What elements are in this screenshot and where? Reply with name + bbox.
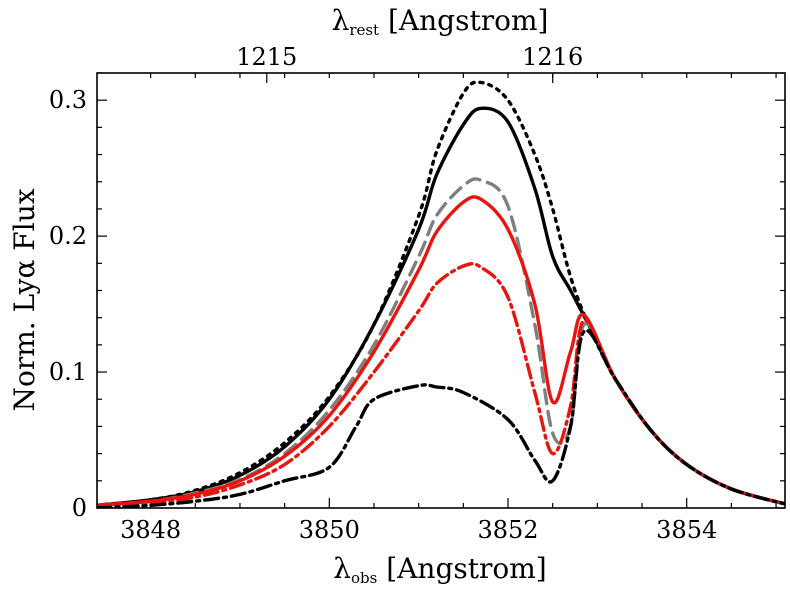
series-black-dotted (97, 80, 785, 507)
series-lines (97, 80, 785, 508)
plot-frame (96, 72, 786, 509)
series-black-solid (97, 106, 785, 507)
x-tick-label: 3852 (477, 516, 538, 544)
y-tick-label: 0.3 (49, 86, 87, 114)
series-red-dash-dot (97, 262, 785, 507)
x-tick-label: 3850 (299, 516, 360, 544)
series-black-dash-dot (97, 328, 785, 508)
y-tick-label: 0 (72, 494, 87, 522)
tick-labels: 3848 3850 3852 3854 0 0.1 0.2 0.3 1215 1216 (49, 43, 717, 544)
top-tick-label: 1215 (236, 43, 297, 71)
top-axis-title: λrest [Angstrom] (332, 4, 549, 39)
y-tick-label: 0.1 (49, 358, 87, 386)
x-tick-label: 3854 (656, 516, 717, 544)
tick-marks (97, 72, 785, 509)
top-tick-label: 1216 (522, 43, 583, 71)
y-axis-title: Norm. Lyα Flux (8, 188, 41, 411)
y-tick-label: 0.2 (49, 222, 87, 250)
x-axis-title: λobs [Angstrom] (333, 552, 546, 587)
x-tick-label: 3848 (120, 516, 181, 544)
